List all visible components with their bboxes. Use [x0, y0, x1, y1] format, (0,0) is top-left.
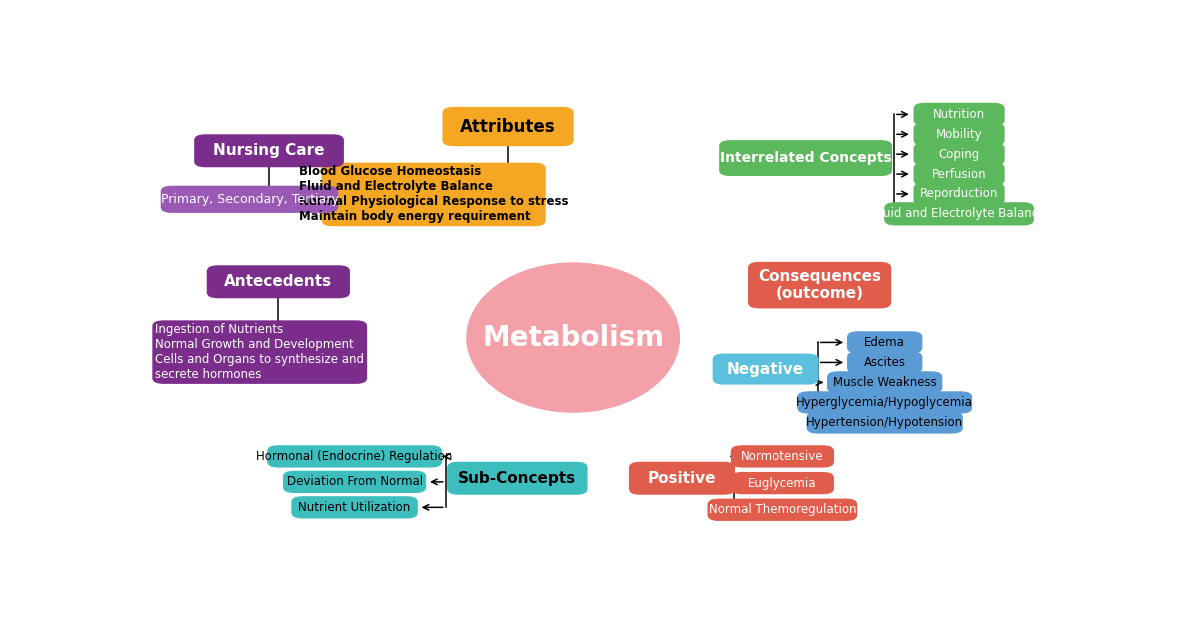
- Text: Hypertension/Hypotension: Hypertension/Hypotension: [806, 416, 964, 429]
- FancyBboxPatch shape: [748, 262, 892, 309]
- FancyBboxPatch shape: [913, 182, 1004, 205]
- Text: Consequences
(outcome): Consequences (outcome): [758, 269, 881, 301]
- FancyBboxPatch shape: [731, 472, 834, 495]
- FancyBboxPatch shape: [268, 445, 442, 467]
- Text: Coping: Coping: [938, 147, 979, 161]
- FancyBboxPatch shape: [719, 140, 892, 176]
- Text: Fluid and Electrolyte Balance: Fluid and Electrolyte Balance: [872, 207, 1045, 220]
- Text: Normal Themoregulation: Normal Themoregulation: [709, 503, 856, 516]
- Text: Mobility: Mobility: [936, 128, 983, 140]
- FancyBboxPatch shape: [292, 496, 418, 518]
- Text: Nutrient Utilization: Nutrient Utilization: [299, 501, 410, 514]
- FancyBboxPatch shape: [322, 163, 546, 226]
- FancyBboxPatch shape: [448, 462, 588, 495]
- Text: Positive: Positive: [648, 471, 716, 486]
- Text: Muscle Weakness: Muscle Weakness: [833, 376, 936, 389]
- FancyBboxPatch shape: [194, 134, 344, 168]
- FancyBboxPatch shape: [797, 391, 972, 413]
- FancyBboxPatch shape: [847, 331, 923, 353]
- FancyBboxPatch shape: [847, 352, 923, 374]
- Text: Sub-Concepts: Sub-Concepts: [458, 471, 576, 486]
- Text: Reporduction: Reporduction: [920, 188, 998, 200]
- Text: Nursing Care: Nursing Care: [214, 143, 325, 158]
- Text: Edema: Edema: [864, 336, 905, 349]
- FancyBboxPatch shape: [913, 103, 1004, 126]
- FancyBboxPatch shape: [206, 265, 350, 298]
- FancyBboxPatch shape: [161, 186, 338, 213]
- Text: Euglycemia: Euglycemia: [748, 476, 817, 490]
- Text: Deviation From Normal: Deviation From Normal: [287, 476, 422, 488]
- FancyBboxPatch shape: [913, 123, 1004, 146]
- Text: Normotensive: Normotensive: [742, 450, 823, 463]
- FancyBboxPatch shape: [443, 107, 574, 146]
- Text: Hormonal (Endocrine) Regulation: Hormonal (Endocrine) Regulation: [257, 450, 452, 463]
- FancyBboxPatch shape: [708, 498, 857, 521]
- Text: Antecedents: Antecedents: [224, 274, 332, 289]
- Text: Nutrition: Nutrition: [934, 108, 985, 121]
- FancyBboxPatch shape: [913, 142, 1004, 166]
- FancyBboxPatch shape: [884, 202, 1034, 226]
- Text: Hyperglycemia/Hypoglycemia: Hyperglycemia/Hypoglycemia: [797, 396, 973, 409]
- FancyBboxPatch shape: [731, 445, 834, 467]
- Text: Primary, Secondary, Tertiary: Primary, Secondary, Tertiary: [161, 193, 338, 206]
- Text: Metabolism: Metabolism: [482, 324, 665, 352]
- FancyBboxPatch shape: [913, 163, 1004, 186]
- Text: Ascites: Ascites: [864, 356, 906, 369]
- FancyBboxPatch shape: [152, 320, 367, 384]
- FancyBboxPatch shape: [827, 371, 942, 394]
- Text: Ingestion of Nutrients
Normal Growth and Development
Cells and Organs to synthes: Ingestion of Nutrients Normal Growth and…: [155, 323, 365, 381]
- Text: Perfusion: Perfusion: [931, 168, 986, 181]
- FancyBboxPatch shape: [283, 471, 426, 493]
- FancyBboxPatch shape: [629, 462, 734, 495]
- Text: Negative: Negative: [727, 362, 804, 377]
- Text: Blood Glucose Homeostasis
Fluid and Electrolyte Balance
Normal Physiological Res: Blood Glucose Homeostasis Fluid and Elec…: [299, 166, 569, 224]
- FancyBboxPatch shape: [806, 411, 962, 433]
- FancyBboxPatch shape: [713, 353, 818, 384]
- Ellipse shape: [467, 262, 680, 413]
- Text: Attributes: Attributes: [461, 118, 556, 135]
- Text: Interrelated Concepts: Interrelated Concepts: [720, 151, 892, 165]
